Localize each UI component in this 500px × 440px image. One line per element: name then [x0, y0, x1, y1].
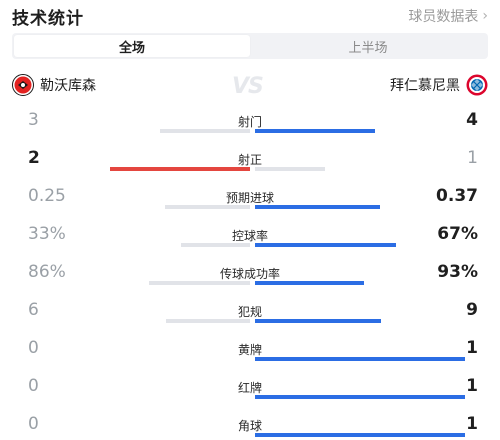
- stat-label: 传球成功率: [219, 267, 280, 281]
- away-stat-bar: [255, 395, 465, 399]
- home-stat-bar: [160, 129, 250, 133]
- leverkusen-crest-icon: [12, 74, 34, 96]
- away-team-name: 拜仁慕尼黑: [390, 78, 460, 94]
- away-stat-bar: [255, 319, 381, 323]
- away-stat-bar: [255, 243, 396, 247]
- away-stat-value: 67%: [437, 224, 478, 244]
- away-stat-value: 0.37: [436, 186, 478, 206]
- stat-label: 犯规: [237, 305, 262, 319]
- stat-row: 0 黄牌 1: [0, 332, 500, 370]
- home-stat-bar: [110, 167, 250, 171]
- away-stat-bar: [255, 281, 364, 285]
- stat-label: 黄牌: [237, 343, 262, 357]
- home-stat-value: 86%: [28, 262, 66, 282]
- stat-row: 86% 传球成功率 93%: [0, 256, 500, 294]
- home-stat-bar: [165, 205, 250, 209]
- stat-label: 角球: [237, 419, 262, 433]
- home-stat-value: 0: [28, 376, 39, 396]
- home-stat-value: 0: [28, 414, 39, 434]
- home-team-name: 勒沃库森: [40, 78, 96, 94]
- stat-label: 预期进球: [225, 191, 274, 205]
- home-stat-bar: [181, 243, 250, 247]
- home-stat-value: 33%: [28, 224, 66, 244]
- away-stat-value: 1: [466, 338, 478, 358]
- home-stat-value: 0.25: [28, 186, 66, 206]
- stat-row: 0 红牌 1: [0, 370, 500, 408]
- home-stat-bar: [166, 319, 250, 323]
- stat-label: 射门: [237, 115, 262, 129]
- home-stat-bar: [149, 281, 250, 285]
- home-stat-value: 2: [28, 148, 40, 168]
- tab-first-half[interactable]: 上半场: [348, 40, 388, 56]
- home-team[interactable]: 勒沃库森: [12, 70, 96, 100]
- stats-header: 技术统计 球员数据表 ›: [0, 0, 500, 30]
- away-stat-bar: [255, 357, 465, 361]
- vs-mark: VS: [232, 74, 264, 99]
- player-stats-link-label: 球员数据表: [408, 9, 479, 25]
- away-stat-value: 4: [466, 110, 478, 130]
- tab-full-match[interactable]: 全场: [14, 35, 250, 57]
- stat-row: 3 射门 4: [0, 104, 500, 142]
- away-stat-value: 9: [466, 300, 478, 320]
- stat-label: 控球率: [231, 229, 268, 243]
- chevron-right-icon: ›: [482, 8, 488, 24]
- away-stat-value: 1: [466, 376, 478, 396]
- teams-row: 勒沃库森 VS 拜仁慕尼黑: [0, 70, 500, 100]
- bayern-crest-icon: [466, 74, 488, 96]
- away-stat-bar: [255, 129, 375, 133]
- away-stat-value: 1: [467, 148, 478, 168]
- home-stat-value: 0: [28, 338, 39, 358]
- home-stat-value: 3: [28, 110, 39, 130]
- stat-row: 2 射正 1: [0, 142, 500, 180]
- away-stat-value: 1: [466, 414, 478, 434]
- stat-label: 射正: [237, 153, 262, 167]
- away-stat-bar: [255, 205, 380, 209]
- stat-row: 6 犯规 9: [0, 294, 500, 332]
- stat-row: 33% 控球率 67%: [0, 218, 500, 256]
- away-stat-bar: [255, 433, 465, 437]
- stat-row: 0.25 预期进球 0.37: [0, 180, 500, 218]
- away-stat-bar: [255, 167, 325, 171]
- player-stats-link[interactable]: 球员数据表 ›: [408, 6, 488, 26]
- stat-row: 0 角球 1: [0, 408, 500, 440]
- section-title: 技术统计: [12, 9, 84, 29]
- stat-label: 红牌: [237, 381, 262, 395]
- away-stat-value: 93%: [437, 262, 478, 282]
- away-team[interactable]: 拜仁慕尼黑: [390, 70, 488, 100]
- home-stat-value: 6: [28, 300, 39, 320]
- period-tabs: 全场 上半场: [12, 33, 488, 59]
